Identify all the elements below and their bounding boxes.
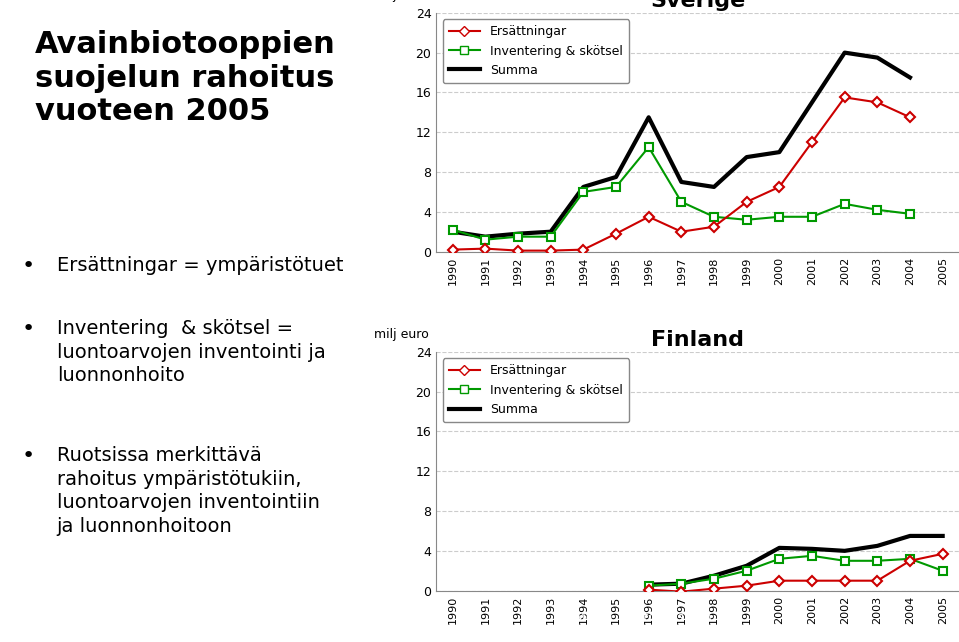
Text: Inventering  & skötsel =
luontoarvojen inventointi ja
luonnonhoito: Inventering & skötsel = luontoarvojen in… xyxy=(57,319,325,385)
Text: •: • xyxy=(22,319,35,339)
Legend: Ersättningar, Inventering & skötsel, Summa: Ersättningar, Inventering & skötsel, Sum… xyxy=(443,19,629,83)
Text: •: • xyxy=(22,256,35,275)
Text: milj euro: milj euro xyxy=(374,328,429,341)
Text: Ersättningar = ympäristötuet: Ersättningar = ympäristötuet xyxy=(57,256,343,275)
Text: METLA: METLA xyxy=(273,609,340,627)
Text: 26.1.2012: 26.1.2012 xyxy=(77,611,140,625)
Text: Ruotsissa merkittävä
rahoitus ympäristötukiin,
luontoarvojen inventointiin
ja lu: Ruotsissa merkittävä rahoitus ympäristöt… xyxy=(57,446,319,535)
Title: Finland: Finland xyxy=(651,331,744,351)
Text: Metsä   Tieto   Osaam...: Metsä Tieto Osaam... xyxy=(575,611,724,625)
Text: Avainbiotooppien
suojelun rahoitus
vuoteen 2005: Avainbiotooppien suojelun rahoitus vuote… xyxy=(35,30,336,126)
Text: milj euro: milj euro xyxy=(374,0,429,2)
Text: •: • xyxy=(22,446,35,466)
Title: Sverige: Sverige xyxy=(650,0,745,12)
Legend: Ersättningar, Inventering & skötsel, Summa: Ersättningar, Inventering & skötsel, Sum… xyxy=(443,358,629,422)
